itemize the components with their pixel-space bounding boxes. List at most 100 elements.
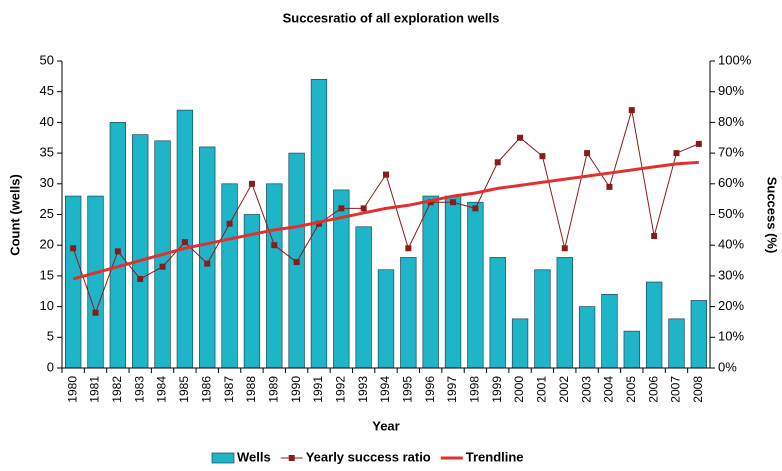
bar [467, 201, 484, 369]
x-tick-label: 1982 [110, 376, 124, 403]
x-tick-label: 1980 [65, 376, 79, 403]
bar [444, 195, 462, 369]
line-marker [427, 199, 434, 206]
x-tick-label: 2008 [691, 376, 705, 403]
y2-tick-label: 70% [718, 145, 744, 160]
bar [511, 318, 529, 369]
x-axis-label: Year [372, 418, 399, 433]
line-marker [628, 107, 635, 114]
x-tick-label: 1990 [289, 376, 303, 403]
y2-axis-label: Success (%) [765, 177, 780, 254]
y-tick-label: 30 [40, 175, 54, 190]
y2-tick-label: 40% [718, 237, 744, 252]
line-marker [673, 150, 680, 157]
x-tick-label: 2002 [557, 376, 571, 403]
y-tick-label: 35 [40, 145, 54, 160]
line-marker [114, 248, 121, 255]
y2-tick-label: 80% [718, 114, 744, 129]
x-tick-label: 1981 [88, 376, 102, 403]
bar [355, 226, 372, 369]
bar [176, 109, 194, 369]
bar [556, 257, 573, 369]
legend-label: Wells [237, 449, 271, 464]
y-tick-label: 10 [40, 298, 54, 313]
y-tick-label: 0 [47, 359, 54, 374]
bar [377, 269, 395, 369]
line-marker [315, 220, 322, 227]
bar [132, 134, 149, 369]
x-tick-label: 2004 [602, 376, 616, 403]
x-tick-label: 1995 [401, 376, 415, 403]
x-tick-label: 2006 [646, 376, 660, 403]
line-marker [204, 260, 211, 267]
x-tick-label: 1994 [378, 376, 392, 403]
y2-tick-label: 50% [718, 206, 744, 221]
x-tick-label: 2000 [512, 376, 526, 403]
line-marker [159, 263, 166, 270]
line-marker [561, 245, 568, 252]
bar [623, 330, 640, 369]
x-tick-label: 1983 [132, 376, 146, 403]
y-tick-label: 50 [40, 52, 54, 67]
y-tick-label: 15 [40, 267, 54, 282]
x-tick-label: 1986 [199, 376, 213, 403]
y2-tick-label: 100% [718, 52, 752, 67]
x-tick-label: 1987 [222, 376, 236, 403]
legend-swatch [288, 455, 295, 461]
y2-tick-label: 60% [718, 175, 744, 190]
y2-tick-label: 0% [718, 359, 737, 374]
line-marker [472, 205, 479, 212]
line-marker [383, 171, 389, 178]
x-tick-label: 1988 [244, 376, 258, 403]
line-marker [539, 153, 546, 160]
y-tick-label: 20 [40, 237, 54, 252]
line-marker [271, 242, 278, 249]
y-axis-label: Count (wells) [7, 174, 22, 256]
x-tick-label: 2001 [535, 376, 549, 403]
x-tick-label: 1996 [423, 376, 437, 403]
line-marker [338, 205, 345, 212]
x-tick-label: 2003 [579, 376, 593, 403]
x-tick-label: 2007 [669, 376, 683, 403]
bar [668, 318, 685, 369]
x-tick-label: 1989 [266, 376, 280, 403]
chart-title: Succesratio of all exploration wells [283, 10, 500, 25]
x-tick-label: 2005 [624, 376, 638, 403]
bar [489, 257, 506, 369]
line-marker [651, 232, 658, 239]
bar [199, 146, 216, 369]
bar [266, 183, 283, 369]
line-marker [226, 220, 233, 227]
bar [109, 122, 127, 369]
line-marker [405, 245, 412, 252]
line-marker [181, 239, 188, 246]
legend-swatch [211, 452, 235, 464]
y-tick-label: 45 [40, 83, 54, 98]
y-tick-label: 40 [40, 114, 54, 129]
bar [534, 269, 551, 369]
x-tick-label: 1984 [155, 376, 169, 403]
line-marker [695, 140, 702, 147]
y-tick-label: 25 [40, 206, 54, 221]
y2-tick-label: 90% [718, 83, 744, 98]
y2-tick-label: 10% [718, 329, 744, 344]
bar [400, 257, 417, 369]
legend-label: Yearly success ratio [306, 449, 431, 464]
line-marker [92, 309, 99, 316]
line-marker [248, 180, 255, 187]
line-marker [137, 275, 144, 282]
bar [87, 195, 104, 369]
line-marker [293, 259, 300, 266]
line-marker [584, 150, 591, 157]
line-marker [494, 159, 501, 166]
bar [65, 195, 82, 369]
x-tick-label: 1992 [333, 376, 347, 403]
line-marker [606, 183, 613, 190]
line-marker [450, 199, 457, 206]
legend-label: Trendline [466, 449, 524, 464]
x-tick-label: 1985 [177, 376, 191, 403]
bar [243, 214, 261, 369]
y2-tick-label: 20% [718, 298, 744, 313]
line-marker [360, 205, 367, 212]
